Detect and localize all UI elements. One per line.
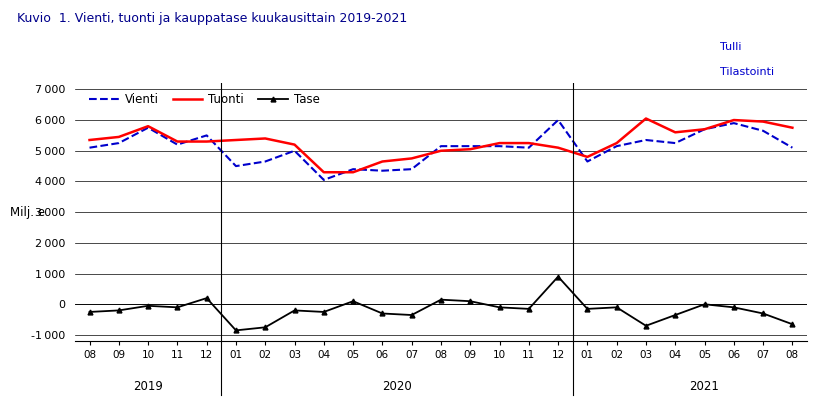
Tase — [290, 308, 300, 313]
Vienti — [700, 127, 710, 132]
Tuonti — [348, 170, 358, 175]
Tase — [641, 323, 651, 328]
Vienti — [553, 118, 563, 123]
Vienti — [143, 125, 153, 130]
Tase — [172, 305, 182, 310]
Vienti — [172, 142, 182, 147]
Tuonti — [290, 142, 300, 147]
Tuonti — [114, 134, 124, 139]
Text: Tilastointi: Tilastointi — [720, 67, 774, 77]
Tuonti — [172, 139, 182, 144]
Vienti — [407, 167, 417, 172]
Vienti — [729, 121, 739, 126]
Text: 2019: 2019 — [133, 380, 163, 394]
Tuonti — [143, 124, 153, 129]
Tuonti — [700, 127, 710, 132]
Tase — [231, 328, 241, 333]
Tuonti — [758, 119, 768, 124]
Tuonti — [407, 156, 417, 161]
Vienti — [348, 167, 358, 172]
Tase — [729, 305, 739, 310]
Vienti — [787, 145, 797, 150]
Tase — [143, 303, 153, 308]
Tase — [260, 325, 270, 330]
Tase — [85, 310, 95, 314]
Vienti — [758, 128, 768, 133]
Line: Tuonti: Tuonti — [90, 119, 792, 172]
Tase — [612, 305, 622, 310]
Tase — [787, 322, 797, 327]
Tase — [114, 308, 124, 313]
Vienti — [260, 159, 270, 164]
Tase — [201, 296, 211, 301]
Tuonti — [582, 154, 592, 159]
Line: Vienti: Vienti — [90, 120, 792, 180]
Tuonti — [85, 138, 95, 143]
Vienti — [378, 168, 388, 173]
Tase — [407, 312, 417, 317]
Tuonti — [231, 138, 241, 143]
Vienti — [494, 144, 504, 149]
Tase — [465, 299, 475, 304]
Tase — [436, 297, 446, 302]
Tuonti — [671, 130, 681, 135]
Vienti — [85, 145, 95, 150]
Tuonti — [612, 141, 622, 146]
Tuonti — [201, 139, 211, 144]
Vienti — [524, 145, 534, 150]
Vienti — [231, 163, 241, 168]
Vienti — [465, 144, 475, 149]
Tuonti — [553, 145, 563, 150]
Line: Tase: Tase — [87, 274, 795, 333]
Vienti — [114, 141, 124, 146]
Text: 2021: 2021 — [690, 380, 720, 394]
Vienti — [612, 144, 622, 149]
Tase — [758, 311, 768, 316]
Y-axis label: Milj. e: Milj. e — [10, 206, 45, 219]
Vienti — [582, 159, 592, 164]
Vienti — [319, 177, 329, 182]
Tuonti — [524, 141, 534, 146]
Tase — [494, 305, 504, 310]
Text: 2020: 2020 — [382, 380, 412, 394]
Legend: Vienti, Tuonti, Tase: Vienti, Tuonti, Tase — [85, 88, 324, 111]
Tase — [582, 306, 592, 311]
Tase — [671, 312, 681, 317]
Tase — [319, 310, 329, 314]
Tuonti — [729, 118, 739, 123]
Vienti — [671, 141, 681, 146]
Tase — [378, 311, 388, 316]
Tase — [524, 306, 534, 311]
Tase — [700, 302, 710, 307]
Tuonti — [260, 136, 270, 141]
Tase — [553, 274, 563, 279]
Vienti — [201, 133, 211, 138]
Tuonti — [641, 116, 651, 121]
Vienti — [641, 138, 651, 143]
Tase — [348, 299, 358, 304]
Tuonti — [494, 141, 504, 146]
Vienti — [436, 144, 446, 149]
Tuonti — [319, 170, 329, 175]
Tuonti — [787, 125, 797, 130]
Tuonti — [465, 147, 475, 152]
Text: Tulli: Tulli — [720, 42, 741, 52]
Tuonti — [378, 159, 388, 164]
Tuonti — [436, 148, 446, 153]
Vienti — [290, 148, 300, 153]
Text: Kuvio  1. Vienti, tuonti ja kauppatase kuukausittain 2019-2021: Kuvio 1. Vienti, tuonti ja kauppatase ku… — [17, 12, 407, 25]
